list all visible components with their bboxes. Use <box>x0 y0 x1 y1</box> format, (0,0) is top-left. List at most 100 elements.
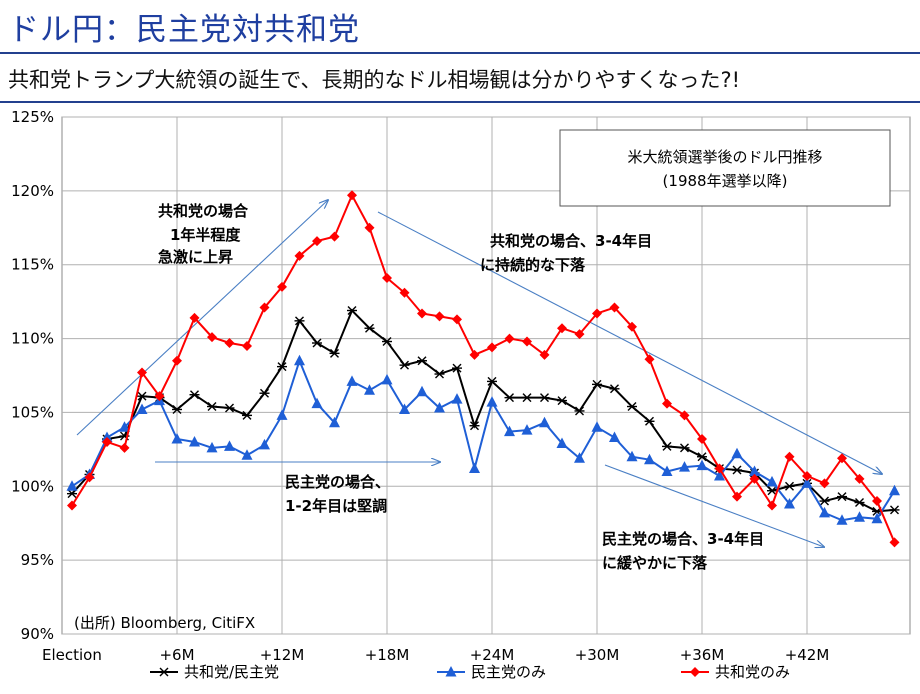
data-point <box>277 281 287 292</box>
data-point <box>154 391 165 402</box>
data-point <box>801 477 813 488</box>
info-box-line: 米大統領選挙後のドル円推移 <box>627 148 822 166</box>
annotation-text: に持続的な下落 <box>480 256 586 274</box>
data-point <box>224 403 235 413</box>
data-point <box>171 433 183 444</box>
data-point <box>417 356 427 366</box>
data-point <box>172 404 182 414</box>
data-point <box>556 437 568 448</box>
data-point <box>67 489 77 499</box>
y-tick-label: 120% <box>11 182 54 200</box>
data-point <box>189 390 200 400</box>
data-point <box>819 506 830 518</box>
series-line <box>71 192 896 543</box>
data-point <box>819 496 830 506</box>
data-point <box>207 402 217 412</box>
data-point <box>434 369 445 379</box>
data-point <box>487 342 497 353</box>
data-point <box>276 409 288 420</box>
data-point <box>609 431 620 443</box>
data-point <box>434 311 445 322</box>
data-point <box>119 442 130 453</box>
data-point <box>224 338 235 349</box>
data-point <box>312 338 322 348</box>
data-point <box>592 379 602 389</box>
data-point <box>557 396 567 406</box>
y-tick-label: 100% <box>11 477 54 495</box>
info-box-line: (1988年選挙以降) <box>663 172 788 190</box>
y-tick-label: 125% <box>11 108 54 126</box>
data-point <box>504 333 515 344</box>
data-point <box>417 308 427 319</box>
data-point <box>696 459 708 471</box>
data-point <box>66 480 78 491</box>
data-point <box>189 312 200 323</box>
x-tick-label: +12M <box>260 646 305 664</box>
annotation-text: 共和党の場合、3-4年目 <box>490 232 652 250</box>
data-point <box>399 403 410 414</box>
legend-label: 民主党のみ <box>471 663 546 681</box>
data-point <box>854 511 865 522</box>
data-point <box>347 190 357 201</box>
data-point <box>766 475 778 487</box>
data-point <box>592 308 602 319</box>
data-point <box>399 287 410 298</box>
info-box <box>559 129 891 207</box>
data-point <box>469 462 480 474</box>
data-point <box>732 491 742 502</box>
data-point <box>469 421 480 431</box>
data-point <box>347 306 357 316</box>
data-point <box>749 465 760 477</box>
source-note: (出所) Bloomberg, CitiFX <box>74 614 255 632</box>
legend-marker <box>445 666 457 677</box>
data-point <box>399 360 410 370</box>
data-point <box>137 391 147 401</box>
legend-label: 共和党/民主党 <box>184 663 279 681</box>
data-point <box>679 410 690 421</box>
data-point <box>364 323 375 333</box>
data-point <box>609 384 620 394</box>
data-point <box>574 329 585 340</box>
data-point <box>627 321 637 332</box>
data-point <box>837 492 847 502</box>
data-point <box>679 461 690 472</box>
data-point <box>557 323 567 334</box>
data-point <box>644 416 655 426</box>
subtitle-divider <box>0 101 920 103</box>
data-point <box>767 486 777 496</box>
y-tick-label: 115% <box>11 256 54 274</box>
data-point <box>784 451 795 462</box>
data-point <box>346 375 358 386</box>
data-point <box>224 440 235 451</box>
data-point <box>364 222 375 233</box>
data-point <box>539 349 550 360</box>
data-point <box>626 450 638 462</box>
annotation-text: 1-2年目は堅調 <box>285 497 387 515</box>
data-point <box>137 367 147 378</box>
data-point <box>259 302 270 313</box>
data-point <box>627 402 637 412</box>
data-point <box>242 340 252 351</box>
data-point <box>452 314 462 325</box>
data-point <box>854 473 865 484</box>
legend-marker <box>159 667 169 677</box>
data-point <box>731 447 743 459</box>
data-point <box>416 385 428 397</box>
legend-label: 共和党のみ <box>715 663 790 681</box>
annotation-text: 民主党の場合、3-4年目 <box>602 530 764 548</box>
data-point <box>539 416 550 428</box>
legend-marker <box>690 667 700 677</box>
data-point <box>889 505 900 515</box>
data-point <box>749 473 760 484</box>
data-point <box>679 443 690 453</box>
data-point <box>854 498 865 508</box>
data-point <box>784 498 795 509</box>
data-point <box>469 349 480 360</box>
data-point <box>189 435 200 447</box>
data-point <box>714 463 725 474</box>
data-point <box>206 441 218 453</box>
y-tick-label: 95% <box>21 551 54 569</box>
data-point <box>889 484 900 496</box>
y-tick-label: 105% <box>11 403 54 421</box>
